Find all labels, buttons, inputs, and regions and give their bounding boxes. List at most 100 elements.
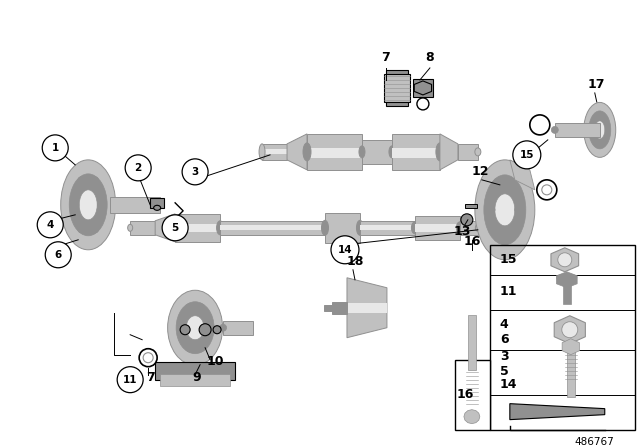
Text: 7: 7 bbox=[381, 52, 390, 65]
Circle shape bbox=[562, 322, 578, 338]
Text: 2: 2 bbox=[134, 163, 142, 173]
Polygon shape bbox=[510, 160, 535, 190]
Circle shape bbox=[494, 178, 502, 186]
Polygon shape bbox=[414, 81, 431, 95]
Text: 17: 17 bbox=[588, 78, 605, 91]
Text: 10: 10 bbox=[206, 355, 224, 368]
Text: 11: 11 bbox=[500, 285, 517, 298]
Polygon shape bbox=[551, 248, 579, 272]
Bar bbox=[415, 224, 460, 232]
Bar bbox=[384, 74, 410, 102]
Text: 5: 5 bbox=[172, 223, 179, 233]
Circle shape bbox=[558, 253, 572, 267]
Ellipse shape bbox=[61, 160, 116, 250]
Circle shape bbox=[515, 206, 523, 214]
Bar bbox=[555, 123, 600, 137]
Bar bbox=[175, 214, 220, 242]
Circle shape bbox=[42, 135, 68, 161]
Bar bbox=[223, 321, 253, 335]
Bar bbox=[360, 225, 415, 230]
Ellipse shape bbox=[359, 146, 365, 158]
Circle shape bbox=[331, 236, 359, 264]
Ellipse shape bbox=[168, 290, 223, 365]
Bar bbox=[386, 70, 408, 106]
Bar bbox=[460, 221, 478, 235]
Bar bbox=[130, 221, 155, 235]
Circle shape bbox=[203, 324, 209, 331]
Text: 16: 16 bbox=[457, 388, 474, 401]
Bar bbox=[490, 245, 635, 430]
Ellipse shape bbox=[584, 103, 616, 157]
Circle shape bbox=[180, 325, 190, 335]
Ellipse shape bbox=[495, 194, 515, 226]
Circle shape bbox=[513, 141, 541, 169]
Bar bbox=[413, 79, 433, 97]
Ellipse shape bbox=[154, 205, 161, 210]
Ellipse shape bbox=[389, 146, 395, 158]
Ellipse shape bbox=[595, 121, 605, 139]
Text: 12: 12 bbox=[471, 165, 488, 178]
Circle shape bbox=[199, 324, 211, 336]
Polygon shape bbox=[440, 134, 458, 170]
Circle shape bbox=[91, 225, 99, 233]
Text: 18: 18 bbox=[346, 255, 364, 268]
Circle shape bbox=[182, 159, 208, 185]
Bar bbox=[563, 280, 571, 304]
Text: 15: 15 bbox=[520, 150, 534, 160]
Ellipse shape bbox=[589, 111, 611, 149]
Ellipse shape bbox=[69, 174, 107, 236]
Ellipse shape bbox=[172, 221, 179, 235]
Bar bbox=[220, 225, 325, 230]
Bar bbox=[392, 134, 440, 170]
Polygon shape bbox=[510, 404, 605, 420]
Circle shape bbox=[197, 345, 204, 352]
Circle shape bbox=[186, 345, 193, 352]
Text: 5: 5 bbox=[500, 365, 509, 378]
Ellipse shape bbox=[127, 224, 132, 231]
Ellipse shape bbox=[79, 190, 97, 220]
Bar bbox=[262, 149, 287, 154]
Bar bbox=[567, 347, 575, 396]
Text: 3: 3 bbox=[191, 167, 199, 177]
Text: 16: 16 bbox=[463, 235, 481, 248]
Polygon shape bbox=[562, 339, 579, 355]
Bar bbox=[307, 134, 362, 170]
Circle shape bbox=[91, 177, 99, 185]
Text: 13: 13 bbox=[453, 225, 470, 238]
Bar bbox=[465, 204, 477, 208]
Ellipse shape bbox=[303, 143, 311, 161]
Bar bbox=[468, 315, 476, 370]
Ellipse shape bbox=[356, 220, 364, 235]
Bar bbox=[160, 374, 230, 386]
Ellipse shape bbox=[551, 126, 558, 134]
Text: 11: 11 bbox=[123, 375, 138, 385]
Polygon shape bbox=[464, 409, 480, 424]
Bar bbox=[362, 140, 392, 164]
Circle shape bbox=[461, 214, 473, 226]
Bar bbox=[307, 148, 362, 158]
Circle shape bbox=[197, 303, 204, 310]
Bar bbox=[392, 148, 440, 158]
Text: 4: 4 bbox=[500, 318, 509, 331]
Circle shape bbox=[37, 212, 63, 238]
Circle shape bbox=[117, 367, 143, 392]
Bar bbox=[325, 213, 360, 243]
Ellipse shape bbox=[475, 148, 481, 156]
Ellipse shape bbox=[321, 220, 328, 235]
Ellipse shape bbox=[156, 201, 164, 209]
Polygon shape bbox=[347, 278, 387, 338]
Bar bbox=[220, 221, 325, 235]
Bar bbox=[455, 360, 490, 430]
Ellipse shape bbox=[412, 222, 419, 234]
Text: 3: 3 bbox=[500, 350, 508, 363]
Circle shape bbox=[180, 324, 188, 331]
Circle shape bbox=[125, 155, 151, 181]
Ellipse shape bbox=[475, 160, 535, 260]
Ellipse shape bbox=[456, 222, 463, 234]
Text: 7: 7 bbox=[146, 371, 154, 384]
Polygon shape bbox=[155, 214, 175, 242]
Bar bbox=[110, 197, 160, 213]
Circle shape bbox=[487, 206, 495, 214]
Ellipse shape bbox=[557, 274, 577, 282]
Polygon shape bbox=[556, 272, 577, 288]
